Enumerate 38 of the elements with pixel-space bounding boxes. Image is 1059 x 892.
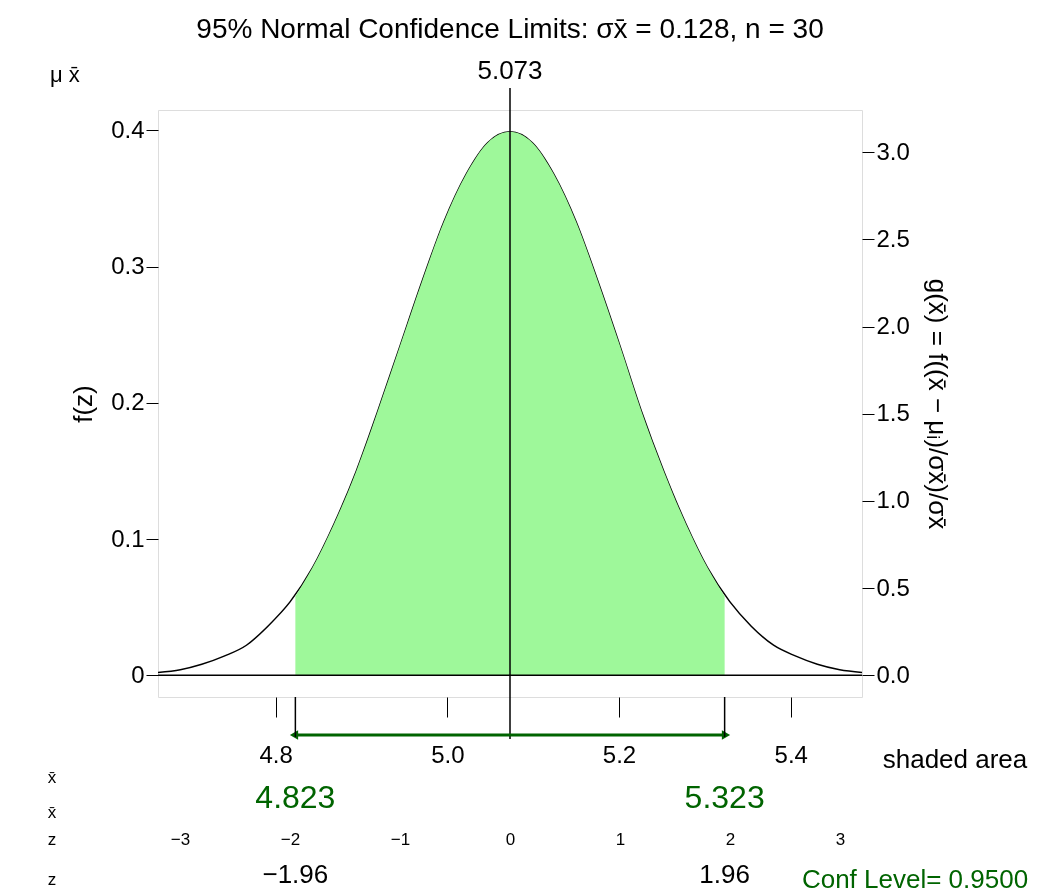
x-tick-label: 5.2 [602, 740, 637, 768]
text: −1.96 [262, 859, 329, 889]
x-tick-label: 5.0 [431, 740, 465, 768]
text: z [47, 870, 57, 889]
x2-tick-label: 0 [505, 829, 516, 849]
y2-tick-label: 2.5 [876, 224, 910, 252]
x2-tick-label: 2 [725, 829, 736, 849]
x2-tick-label: 1 [615, 829, 626, 849]
text: x̄ [47, 768, 57, 787]
y2-tick-label: 0.0 [876, 660, 910, 688]
text: 4.823 [255, 779, 336, 815]
x2-tick-label: −2 [280, 829, 301, 849]
y2-tick-label: 3.0 [876, 137, 910, 165]
text: Conf Level= 0.9500 [801, 864, 1029, 892]
ref-line-label: 5.073 [477, 55, 543, 85]
text: x̄ [47, 803, 57, 822]
y-tick-label: 0.2 [111, 388, 145, 416]
y-tick-label: 0 [131, 660, 145, 688]
x2-tick-label: −3 [170, 829, 191, 849]
text: z [47, 830, 57, 849]
y-tick-label: 0.4 [111, 115, 145, 143]
y2-tick-label: 0.5 [876, 573, 910, 601]
text: 5.323 [684, 779, 765, 815]
y-tick-label: 0.3 [111, 252, 145, 280]
chart-title: 95% Normal Confidence Limits: σx̄ = 0.128, n = 30 [196, 13, 824, 44]
text: shaded area [882, 744, 1028, 774]
text: μ x̄ [50, 62, 80, 87]
text: 1.96 [699, 859, 750, 889]
y-axis-title: f(z) [68, 385, 99, 423]
y2-tick-label: 2.0 [876, 312, 910, 340]
y-tick-label: 0.1 [111, 524, 145, 552]
y2-tick-label: 1.0 [876, 486, 910, 514]
y2-tick-label: 1.5 [876, 399, 910, 427]
x2-tick-label: 3 [835, 829, 846, 849]
x-tick-label: 5.4 [774, 740, 808, 768]
y2-axis-title: g(x̄) = f((x̄ − μᵢ)/σx̄)/σx̄ [922, 278, 953, 530]
x2-tick-label: −1 [390, 829, 411, 849]
x-tick-label: 4.8 [259, 740, 293, 768]
